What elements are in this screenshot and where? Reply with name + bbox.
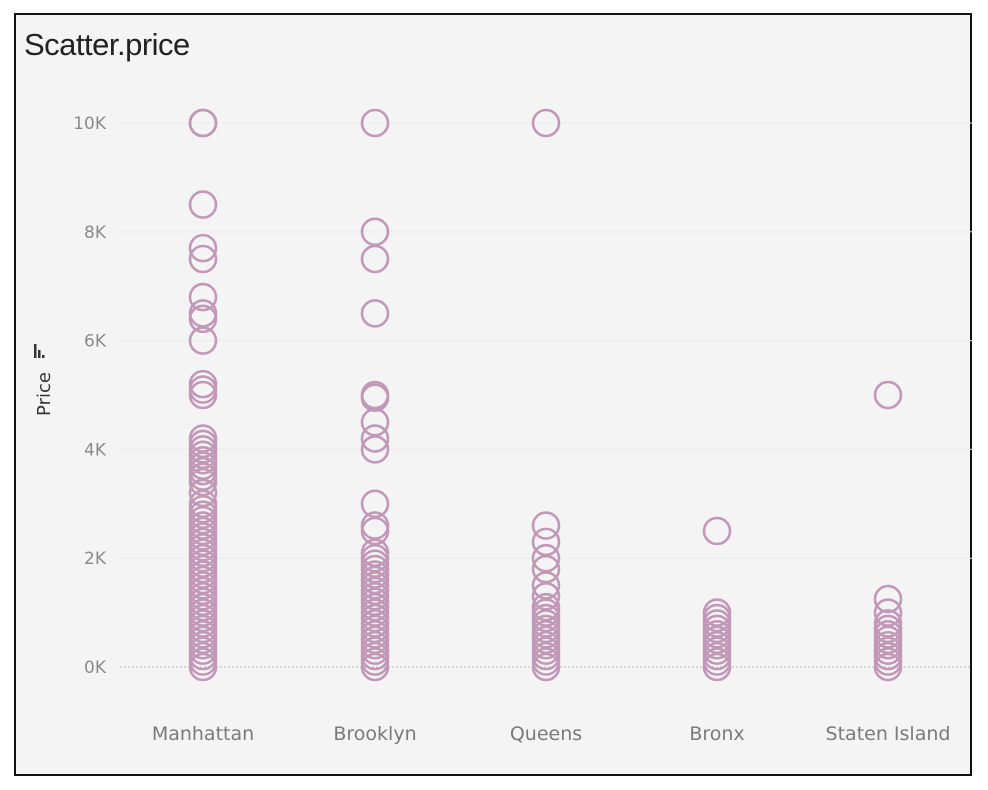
chart-frame: Scatter.price: [14, 13, 972, 776]
y-tick-label: 10K: [73, 114, 107, 134]
data-point[interactable]: [531, 511, 561, 540]
chart-title: Scatter.price: [24, 27, 190, 62]
data-point[interactable]: [702, 516, 732, 546]
data-point[interactable]: [188, 304, 218, 334]
y-axis-title: Price: [34, 344, 55, 416]
y-axis-label: Price: [34, 372, 55, 416]
y-tick-label: 6K: [84, 332, 107, 352]
data-point[interactable]: [188, 190, 218, 219]
y-tick-label: 8K: [84, 223, 107, 243]
data-point[interactable]: [188, 326, 218, 355]
data-points: [188, 108, 903, 682]
x-category-label: Brooklyn: [333, 723, 416, 745]
data-point[interactable]: [188, 233, 218, 263]
data-point[interactable]: [360, 407, 390, 437]
y-tick-label: 0K: [84, 658, 107, 678]
data-point[interactable]: [188, 380, 218, 410]
data-point[interactable]: [360, 435, 390, 464]
data-point[interactable]: [702, 652, 732, 682]
data-point[interactable]: [531, 527, 561, 557]
sort-icon[interactable]: [34, 344, 45, 358]
x-category-label: Queens: [510, 723, 582, 745]
data-point[interactable]: [188, 244, 218, 274]
data-point[interactable]: [188, 282, 218, 312]
x-axis-categories: Manhattan Brooklyn Queens Bronx Staten Islan…: [152, 723, 951, 745]
y-tick-label: 2K: [84, 549, 107, 569]
data-point[interactable]: [188, 375, 218, 404]
y-tick-label: 4K: [84, 440, 107, 460]
data-point[interactable]: [360, 108, 390, 138]
data-point[interactable]: [360, 244, 390, 274]
data-point[interactable]: [873, 652, 903, 682]
data-point[interactable]: [360, 652, 390, 682]
data-point[interactable]: [188, 299, 218, 328]
data-point[interactable]: [873, 584, 903, 614]
y-axis-ticks: 0K 2K 4K 6K 8K 10K: [73, 114, 107, 678]
x-category-label: Staten Island: [826, 723, 951, 745]
data-point[interactable]: [360, 424, 390, 453]
data-point[interactable]: [360, 383, 390, 413]
gridlines: [120, 122, 972, 668]
data-point[interactable]: [188, 652, 218, 682]
data-point[interactable]: [531, 108, 561, 138]
x-category-label: Bronx: [689, 723, 744, 745]
data-point[interactable]: [873, 380, 903, 410]
data-point[interactable]: [531, 652, 561, 682]
data-point[interactable]: [360, 299, 390, 328]
data-point[interactable]: [188, 108, 218, 138]
x-category-label: Manhattan: [152, 723, 254, 745]
